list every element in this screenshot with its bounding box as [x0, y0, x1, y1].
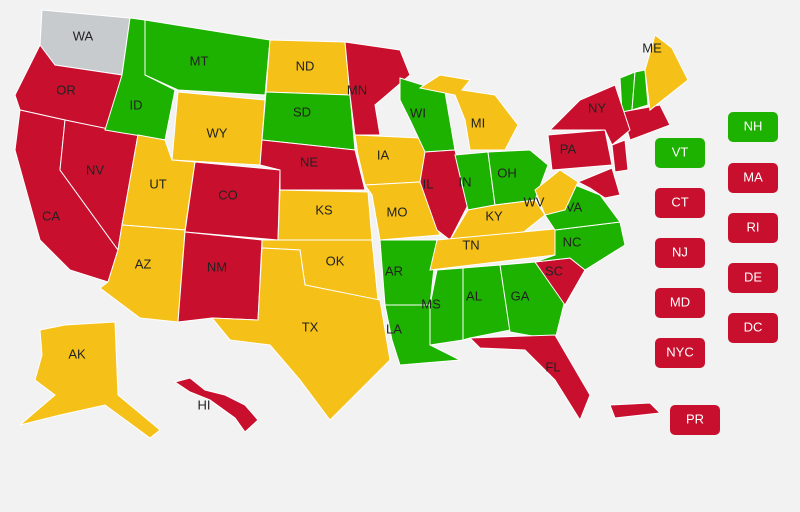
state [364, 181, 441, 241]
state-label: AR [385, 263, 403, 278]
state [548, 84, 631, 146]
state-label: VA [566, 199, 583, 214]
label-box [728, 263, 778, 293]
state [177, 231, 263, 323]
state-label: NY [588, 100, 606, 115]
box-label: NYC [666, 344, 693, 359]
box-label: MD [670, 294, 690, 309]
state-label: NV [86, 162, 104, 177]
label-box [728, 313, 778, 343]
state-label: NC [563, 234, 582, 249]
label-box [728, 112, 778, 142]
state-label: NM [207, 259, 227, 274]
state-label: LA [386, 321, 402, 336]
box-label: PR [686, 411, 704, 426]
state-label: OK [326, 253, 345, 268]
state-label: IL [423, 176, 434, 191]
state [487, 149, 549, 206]
state [468, 334, 591, 422]
state [344, 41, 411, 136]
box-label: NJ [672, 244, 688, 259]
states: WA OR CA NV ID MT WY UT AZ CO NM ND SD NE KS OK TX MN IA MO… [14, 9, 689, 439]
label-box [728, 213, 778, 243]
state-label: AZ [135, 256, 152, 271]
label-box [655, 288, 705, 318]
puerto-rico [609, 402, 662, 419]
state [534, 169, 579, 216]
state-label: CO [218, 187, 238, 202]
box-label: DE [744, 269, 762, 284]
state [547, 129, 613, 171]
state-label: ID [130, 97, 143, 112]
state-label: AL [466, 288, 482, 303]
state-label: WI [410, 105, 426, 120]
state-label: ND [296, 58, 315, 73]
state-label: CA [42, 208, 60, 223]
new-jersey [611, 139, 629, 173]
state-label: WV [524, 194, 545, 209]
state-label: SD [293, 104, 311, 119]
box-label: CT [671, 194, 688, 209]
box-label: NH [744, 118, 763, 133]
state-label: HI [198, 397, 211, 412]
state [173, 377, 259, 433]
label-box [655, 188, 705, 218]
label-box [670, 405, 720, 435]
state-label: AK [68, 346, 86, 361]
state-label: TN [462, 237, 479, 252]
state [19, 321, 161, 439]
state-label: MO [387, 204, 408, 219]
state-label: KY [485, 208, 503, 223]
state-label: GA [511, 288, 530, 303]
state [462, 264, 511, 341]
state-label: PA [560, 141, 577, 156]
state-label: TX [302, 319, 319, 334]
state-label: SC [545, 263, 563, 278]
state-label: IA [377, 147, 390, 162]
small-states [576, 69, 671, 419]
state-label: MT [190, 53, 209, 68]
state [429, 267, 464, 346]
state [354, 134, 431, 186]
state-label: UT [149, 176, 166, 191]
box-label: MA [743, 169, 763, 184]
label-box [655, 338, 705, 368]
box-label: DC [744, 319, 763, 334]
mid-atlantic [576, 167, 621, 199]
state-label: NE [300, 154, 318, 169]
new-hampshire [631, 69, 649, 111]
state-label: MN [347, 82, 367, 97]
state-label: ME [642, 40, 662, 55]
label-box [655, 138, 705, 168]
state-label: MI [471, 115, 485, 130]
state-label: MS [421, 296, 441, 311]
boxes: VT CT NJ MD NYC NH MA RI DE DC PR [655, 112, 778, 435]
state-label: OH [497, 165, 517, 180]
state-label: IN [459, 174, 472, 189]
state [418, 74, 519, 151]
label-box [728, 163, 778, 193]
label-box [655, 238, 705, 268]
state-label: WA [73, 28, 94, 43]
state [210, 247, 391, 421]
state [144, 19, 271, 96]
state-label: KS [315, 202, 333, 217]
state-label: WY [207, 125, 228, 140]
box-label: VT [672, 144, 689, 159]
state [644, 34, 689, 111]
state-label: FL [545, 359, 560, 374]
box-label: RI [747, 219, 760, 234]
state-label: OR [56, 82, 76, 97]
state [534, 221, 626, 271]
